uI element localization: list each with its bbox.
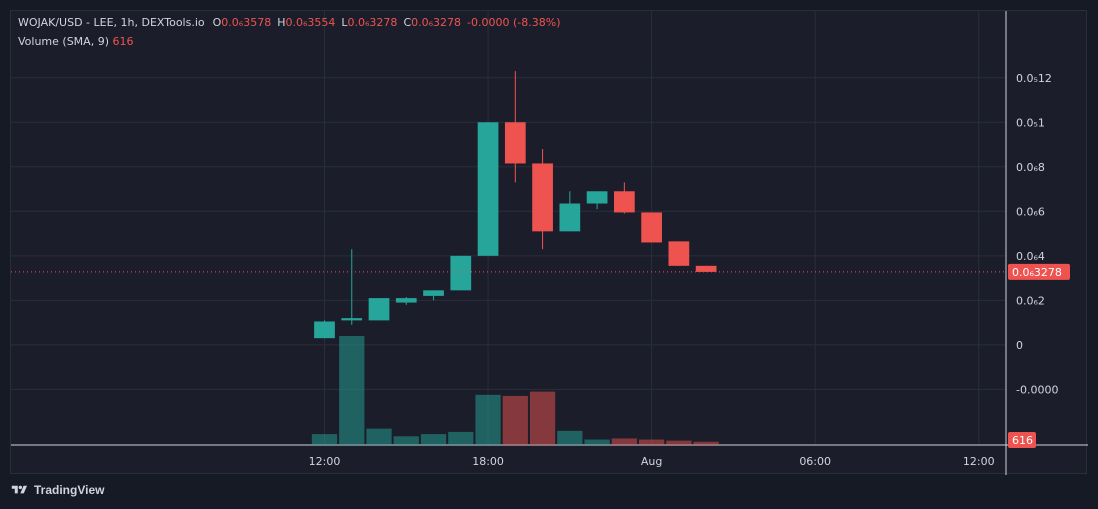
- high-value: 0.0₆3554: [285, 16, 336, 29]
- time-axis[interactable]: 12:00 18:00 Aug 06:00 12:00: [309, 455, 995, 468]
- ohlc-legend: WOJAK/USD - LEE, 1h, DEXTools.io O0.0₆357…: [18, 16, 566, 29]
- price-tick-label: 0.0₅1: [1016, 116, 1045, 129]
- volume-bar: [584, 439, 610, 445]
- candle-body: [559, 203, 581, 232]
- candle-body: [314, 321, 335, 339]
- close-label: C: [403, 16, 412, 29]
- volume-bar: [666, 440, 692, 445]
- low-label: L: [341, 16, 348, 29]
- volume-bar: [502, 395, 528, 445]
- candle-body: [477, 122, 499, 256]
- volume-bar: [339, 336, 365, 445]
- candle-body: [504, 122, 526, 164]
- time-tick-label: 06:00: [799, 455, 831, 468]
- candle-body: [341, 318, 363, 321]
- volume-label: Volume (SMA, 9): [18, 35, 109, 48]
- volume-bar: [611, 438, 637, 445]
- volume-legend: Volume (SMA, 9) 616: [18, 35, 139, 48]
- volume-bar: [693, 441, 719, 445]
- symbol-title: WOJAK/USD - LEE, 1h, DEXTools.io: [18, 16, 205, 29]
- price-tick-label: 0.0₆4: [1016, 250, 1045, 263]
- candle-body: [668, 241, 690, 266]
- volume-bar: [475, 394, 501, 445]
- last-price-tag: [1008, 263, 1070, 280]
- volume-bar: [420, 434, 447, 445]
- time-tick-label: 12:00: [309, 455, 341, 468]
- time-tick-label: Aug: [641, 455, 662, 468]
- volume-bar: [557, 430, 583, 445]
- price-tick-label: 0.0₆6: [1016, 205, 1045, 218]
- chart-panel[interactable]: 0.0₅12 0.0₅1 0.0₆8 0.0₆6 0.0₆4 0.0₆2 0 -0.0000 0…: [10, 10, 1088, 475]
- volume-bars: [311, 336, 719, 445]
- brand-name: TradingView: [34, 483, 105, 497]
- candle-body: [695, 265, 717, 272]
- low-value: 0.0₆3278: [347, 16, 398, 29]
- volume-bar: [529, 391, 556, 445]
- volume-value: 616: [112, 35, 134, 48]
- volume-tag-label: 616: [1012, 434, 1033, 447]
- volume-tag: [1008, 432, 1036, 448]
- price-candles: [314, 71, 717, 339]
- candle-body: [532, 163, 553, 232]
- change-value: -0.0000 (-8.38%): [467, 16, 561, 29]
- price-tick-label: 0.0₆8: [1016, 161, 1045, 174]
- candle-body: [613, 191, 635, 213]
- time-tick-label: 12:00: [963, 455, 995, 468]
- volume-bar: [393, 436, 419, 445]
- tradingview-logo-icon: [11, 485, 27, 494]
- candle-body: [586, 191, 608, 204]
- tradingview-attribution[interactable]: TradingView: [9, 483, 104, 497]
- price-tick-label: 0.0₆2: [1016, 294, 1045, 307]
- high-label: H: [277, 16, 286, 29]
- close-value: 0.0₆3278: [411, 16, 462, 29]
- price-tick-label: 0: [1016, 339, 1023, 352]
- candle-body: [368, 298, 390, 321]
- candle-body: [423, 290, 444, 296]
- price-tick-label: -0.0000: [1016, 383, 1058, 396]
- volume-bar: [638, 439, 665, 445]
- volume-bar: [366, 428, 392, 445]
- volume-bar: [311, 434, 338, 445]
- candle-body: [450, 255, 472, 291]
- last-price-tag-label: 0.0₆3278: [1012, 266, 1062, 279]
- candlestick-chart[interactable]: 0.0₅12 0.0₅1 0.0₆8 0.0₆6 0.0₆4 0.0₆2 0 -0.0000 0…: [11, 11, 1088, 475]
- price-axis[interactable]: 0.0₅12 0.0₅1 0.0₆8 0.0₆6 0.0₆4 0.0₆2 0 -0.0000 0…: [1008, 72, 1070, 448]
- price-tick-label: 0.0₅12: [1016, 72, 1052, 85]
- candle-body: [395, 298, 417, 303]
- open-label: O: [212, 16, 222, 29]
- grid-lines: [11, 11, 1088, 475]
- open-value: 0.0₆3578: [221, 16, 272, 29]
- candle-body: [641, 212, 662, 243]
- volume-bar: [448, 431, 474, 445]
- time-tick-label: 18:00: [472, 455, 504, 468]
